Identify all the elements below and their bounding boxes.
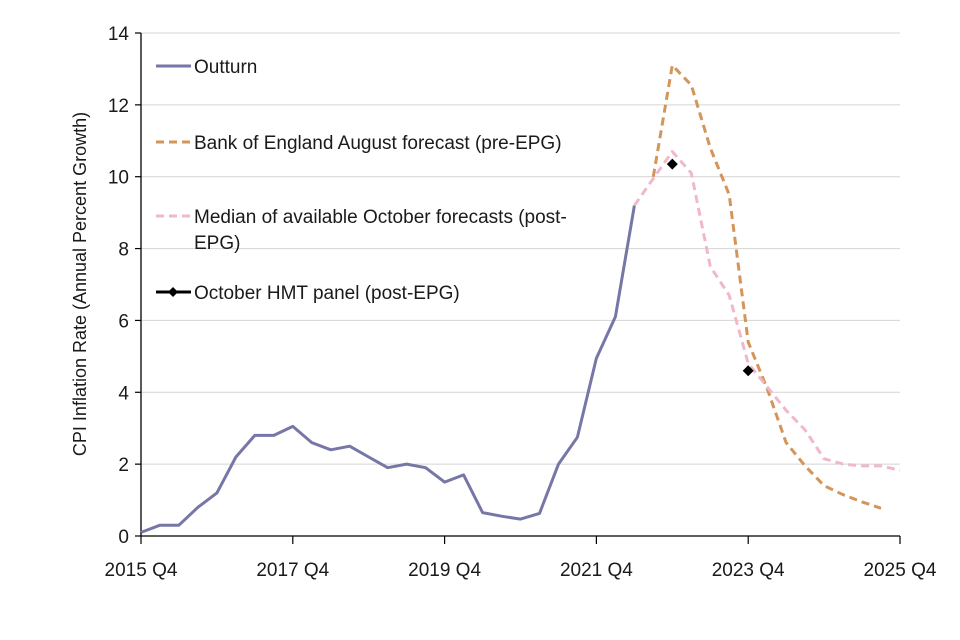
series-0: [140, 205, 636, 534]
legend-item-2: Median of available October forecasts (p…: [156, 207, 567, 254]
legend: Outturn Bank of England August forecast (…: [156, 57, 567, 304]
legend-label: October HMT panel (post-EPG): [194, 283, 460, 304]
legend-label: EPG): [194, 233, 240, 254]
series-group: [140, 63, 901, 534]
y-tick-label: 10: [108, 168, 129, 189]
y-ticks: 0 2 4 6 8 10 12 14: [108, 24, 141, 548]
series-line: [633, 150, 901, 472]
series-line: [140, 205, 636, 534]
x-tick-label: 2023 Q4: [712, 560, 785, 581]
y-tick-label: 12: [108, 96, 129, 117]
legend-marker-icon: [168, 287, 178, 297]
hmt-panel-marker: [666, 158, 678, 170]
y-axis-title: CPI Inflation Rate (Annual Percent Growt…: [70, 112, 90, 456]
hmt-panel-marker: [742, 365, 754, 377]
y-tick-label: 14: [108, 24, 130, 45]
series-line: [651, 63, 882, 510]
y-tick-label: 0: [118, 527, 129, 548]
y-tick-label: 6: [118, 311, 129, 332]
legend-item-0: Outturn: [156, 57, 257, 78]
series-3: [666, 158, 754, 377]
y-tick-label: 2: [118, 455, 129, 476]
series-1: [651, 63, 882, 510]
legend-item-3: October HMT panel (post-EPG): [156, 283, 460, 304]
y-tick-label: 4: [118, 383, 129, 404]
legend-item-1: Bank of England August forecast (pre-EPG…: [156, 133, 562, 154]
gridlines: [141, 32, 900, 465]
x-tick-label: 2019 Q4: [408, 560, 481, 581]
x-tick-label: 2025 Q4: [864, 560, 937, 581]
legend-label: Bank of England August forecast (pre-EPG…: [194, 133, 562, 154]
legend-label: Outturn: [194, 57, 257, 78]
y-tick-label: 8: [118, 240, 129, 261]
x-tick-label: 2021 Q4: [560, 560, 633, 581]
legend-label: Median of available October forecasts (p…: [194, 207, 567, 228]
x-ticks: 2015 Q4 2017 Q4 2019 Q4 2021 Q4 2023 Q4 2025 …: [105, 536, 937, 581]
x-tick-label: 2017 Q4: [256, 560, 329, 581]
x-tick-label: 2015 Q4: [105, 560, 178, 581]
axes: [140, 33, 900, 537]
series-2: [633, 150, 901, 472]
